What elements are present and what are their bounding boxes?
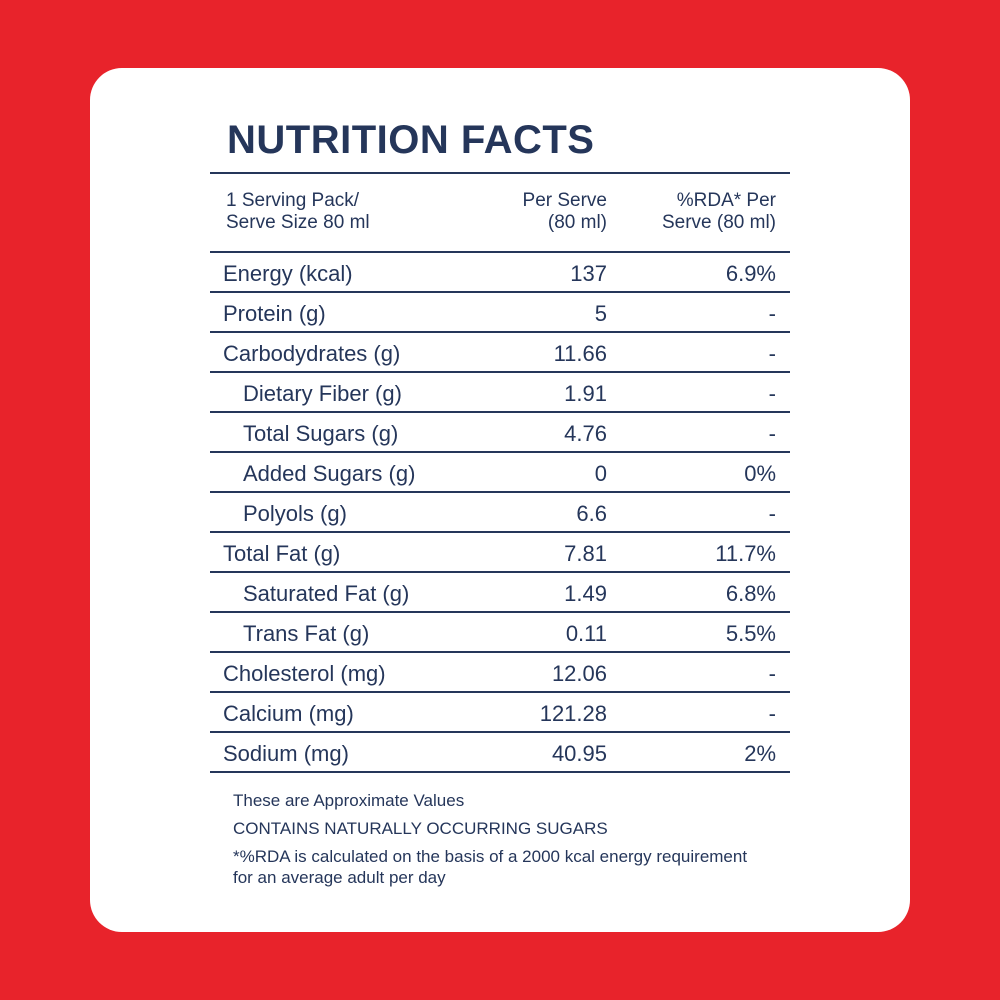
table-row: Saturated Fat (g) 1.49 6.8%	[210, 572, 790, 613]
rda-value: -	[768, 341, 776, 366]
header-line: (80 ml)	[547, 212, 607, 233]
row-rule	[210, 291, 790, 293]
nutrition-card: NUTRITION FACTS 1 Serving Pack/ Serve Si…	[90, 68, 910, 932]
per-serve-value: 5	[594, 301, 607, 326]
per-serve-value: 7.81	[564, 541, 607, 566]
header-line: %RDA* Per	[676, 190, 776, 211]
row-rule	[210, 371, 790, 373]
row-rule	[210, 731, 790, 733]
row-rule	[210, 491, 790, 493]
note: These are Approximate Values	[233, 791, 465, 810]
per-serve-value: 40.95	[551, 741, 607, 766]
table-row: Total Fat (g) 7.81 11.7%	[210, 532, 790, 573]
nutrient-label: Total Fat (g)	[223, 541, 341, 566]
per-serve-value: 0	[594, 461, 607, 486]
rda-value: -	[768, 381, 776, 406]
table-row: Total Sugars (g) 4.76 -	[210, 412, 790, 453]
rda-value: -	[768, 661, 776, 686]
table-row: Energy (kcal) 137 6.9%	[210, 252, 790, 293]
table-row: Added Sugars (g) 0 0%	[210, 452, 790, 493]
title: NUTRITION FACTS	[227, 118, 595, 162]
per-serve-value: 137	[570, 261, 607, 286]
notes: These are Approximate Values CONTAINS NAT…	[233, 790, 763, 895]
per-serve-value: 1.49	[564, 581, 607, 606]
rule	[210, 251, 790, 253]
per-serve-value: 4.76	[564, 421, 607, 446]
table-row: Calcium (mg) 121.28 -	[210, 692, 790, 733]
nutrient-label: Energy (kcal)	[223, 261, 353, 286]
header-cell: 1 Serving Pack/ Serve Size 80 ml	[226, 190, 370, 234]
per-serve-value: 11.66	[553, 341, 607, 366]
nutrient-label: Added Sugars (g)	[243, 461, 416, 486]
nutrient-label: Saturated Fat (g)	[243, 581, 410, 606]
table-row: Sodium (mg) 40.95 2%	[210, 732, 790, 773]
rda-value: 11.7%	[715, 541, 776, 566]
row-rule	[210, 451, 790, 453]
rda-value: 5.5%	[725, 621, 776, 646]
header-line: Per Serve	[522, 190, 607, 211]
table-row: Dietary Fiber (g) 1.91 -	[210, 372, 790, 413]
header-cell: %RDA* Per Serve (80 ml)	[662, 190, 776, 234]
rule	[210, 172, 790, 174]
row-rule	[210, 531, 790, 533]
table-row: Polyols (g) 6.6 -	[210, 492, 790, 533]
table-row: Trans Fat (g) 0.11 5.5%	[210, 612, 790, 653]
nutrient-label: Carbodydrates (g)	[223, 341, 401, 366]
nutrient-label: Cholesterol (mg)	[223, 661, 386, 686]
header-line: 1 Serving Pack/	[226, 190, 360, 211]
note: CONTAINS NATURALLY OCCURRING SUGARS	[233, 819, 608, 838]
row-rule	[210, 611, 790, 613]
per-serve-value: 0.11	[565, 621, 607, 646]
nutrient-label: Dietary Fiber (g)	[243, 381, 402, 406]
row-rule	[210, 771, 790, 773]
nutrient-label: Calcium (mg)	[223, 701, 354, 726]
header-line: Serve Size 80 ml	[226, 212, 370, 233]
nutrient-label: Total Sugars (g)	[243, 421, 399, 446]
row-rule	[210, 411, 790, 413]
rda-value: -	[768, 301, 776, 326]
nutrient-label: Trans Fat (g)	[243, 621, 370, 646]
header-cell: Per Serve (80 ml)	[523, 190, 607, 234]
rda-value: 0%	[744, 461, 776, 486]
row-rule	[210, 691, 790, 693]
per-serve-value: 12.06	[551, 661, 607, 686]
nutrient-label: Protein (g)	[223, 301, 326, 326]
rda-value: 2%	[744, 741, 776, 766]
rda-value: 6.8%	[725, 581, 776, 606]
rda-value: -	[768, 501, 776, 526]
per-serve-value: 1.91	[564, 381, 607, 406]
rda-value: -	[768, 701, 776, 726]
note: *%RDA is calculated on the basis of a 20…	[233, 847, 748, 887]
row-rule	[210, 331, 790, 333]
row-rule	[210, 571, 790, 573]
header-line: Serve (80 ml)	[661, 212, 776, 233]
row-rule	[210, 651, 790, 653]
nutrient-label: Sodium (mg)	[223, 741, 349, 766]
per-serve-value: 6.6	[576, 501, 607, 526]
table-row: Cholesterol (mg) 12.06 -	[210, 652, 790, 693]
nutrient-label: Polyols (g)	[243, 501, 347, 526]
rda-value: -	[768, 421, 776, 446]
rda-value: 6.9%	[725, 261, 776, 286]
per-serve-value: 121.28	[539, 701, 607, 726]
table-row: Carbodydrates (g) 11.66 -	[210, 332, 790, 373]
table-row: Protein (g) 5 -	[210, 292, 790, 333]
